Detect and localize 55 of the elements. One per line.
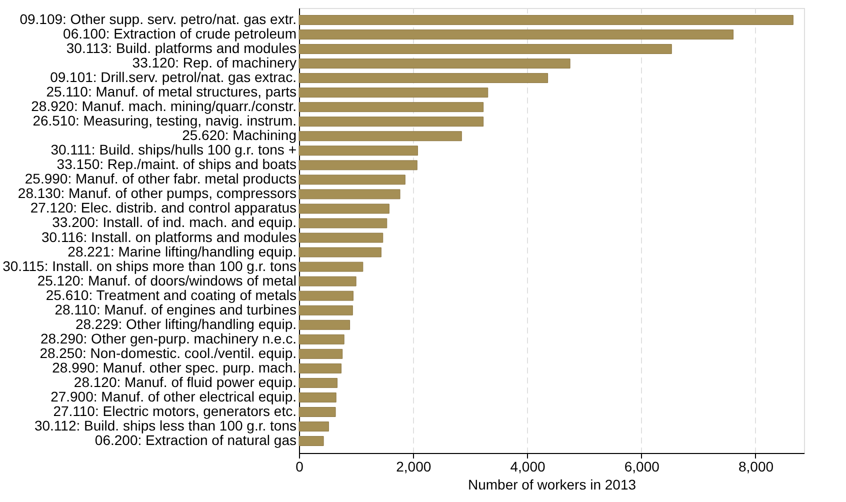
y-tick-label: 30.116: Install. on platforms and modules <box>41 228 296 245</box>
y-tick-label: 09.101: Drill.serv. petrol/nat. gas extrac. <box>50 69 296 86</box>
bar <box>298 146 418 156</box>
bar <box>298 116 484 127</box>
bar <box>298 422 329 432</box>
bar <box>298 378 338 388</box>
x-tick-label: 8,000 <box>738 458 774 474</box>
y-tick-label: 28.130: Manuf. of other pumps, compressors <box>18 185 296 202</box>
bar <box>298 160 418 170</box>
y-tick-label: 33.150: Rep./maint. of ships and boats <box>56 156 296 172</box>
y-tick-label: 28.221: Marine lifting/handling equip. <box>68 243 296 260</box>
y-tick-label: 33.120: Rep. of machinery <box>132 54 296 71</box>
bar <box>298 218 388 228</box>
y-tick-label: 25.610: Treatment and coating of metals <box>46 286 296 303</box>
bar <box>298 73 548 84</box>
y-tick-label: 06.200: Extraction of natural gas <box>94 432 296 448</box>
y-tick-label: 25.990: Manuf. of other fabr. metal products <box>24 170 296 187</box>
bar <box>298 392 336 402</box>
bar <box>298 131 462 142</box>
bar <box>298 15 794 25</box>
y-tick-label: 25.110: Manuf. of metal structures, parts <box>46 84 296 100</box>
bar <box>298 276 356 286</box>
y-tick-label: 30.113: Build. platforms and modules <box>66 40 296 56</box>
bar <box>298 189 400 200</box>
bar <box>298 247 382 258</box>
x-tick-label: 4,000 <box>510 458 546 474</box>
y-tick-label: 25.620: Machining <box>182 127 296 144</box>
bar <box>298 44 672 54</box>
bar <box>298 174 406 185</box>
bar <box>298 232 384 243</box>
y-tick-label: 26.510: Measuring, testing, navig. instrum. <box>32 112 296 129</box>
x-axis-title: Number of workers in 2013 <box>468 476 636 492</box>
bar <box>298 348 343 359</box>
y-tick-label: 33.200: Install. of ind. mach. and equip. <box>52 214 296 230</box>
bar <box>298 58 570 69</box>
bar <box>298 204 390 214</box>
x-tick-label: 0 <box>296 458 304 474</box>
bar <box>298 290 354 301</box>
y-tick-label: 30.111: Build. ships/hulls 100 g.r. tons + <box>50 142 296 158</box>
bar <box>298 436 324 446</box>
x-tick-label: 2,000 <box>396 458 432 474</box>
bar <box>298 407 336 417</box>
x-tick-label: 6,000 <box>624 458 660 474</box>
bar <box>298 305 353 316</box>
y-tick-label: 30.112: Build. ships less than 100 g.r. tons <box>34 418 296 434</box>
bar <box>298 262 364 272</box>
y-tick-label: 27.120: Elec. distrib. and control apparatus <box>30 200 296 216</box>
y-tick-label: 09.109: Other supp. serv. petro/nat. gas extr. <box>20 10 296 27</box>
bar <box>298 320 350 330</box>
bar <box>298 363 342 374</box>
bar <box>298 30 734 40</box>
y-tick-label: 28.920: Manuf. mach. mining/quarr./constr. <box>31 98 296 114</box>
bar <box>298 102 484 112</box>
bar <box>298 334 344 344</box>
bar <box>298 88 488 98</box>
